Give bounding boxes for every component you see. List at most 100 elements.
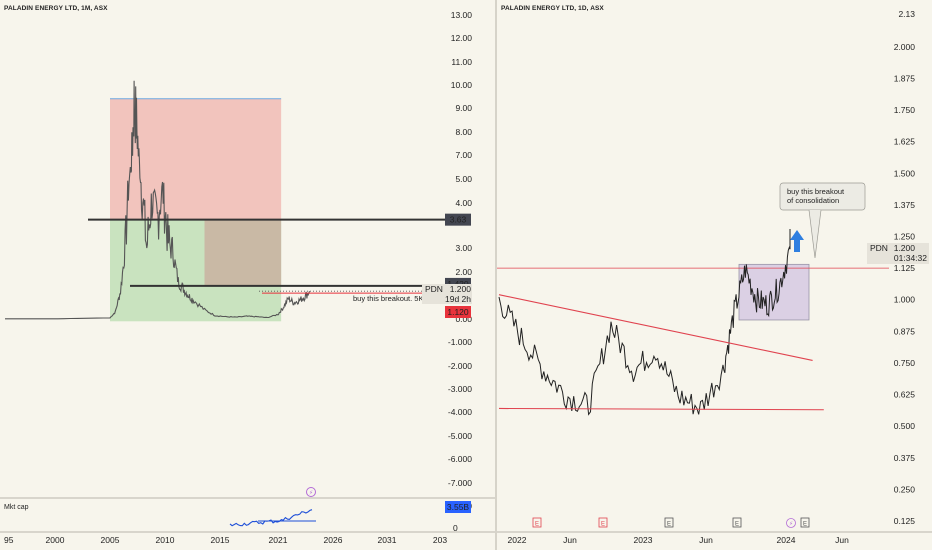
mkt-cap-value-tag (445, 501, 471, 513)
y-tick-label: 5.00 (455, 174, 472, 184)
y-tick-label: 0.750 (894, 358, 916, 368)
y-tick-label: -6.000 (448, 454, 472, 464)
y-tick-label: 8.00 (455, 127, 472, 137)
y-tick-label: 2.13 (898, 9, 915, 19)
y-tick-label: -7.000 (448, 478, 472, 488)
earnings-event-icon[interactable] (532, 517, 542, 528)
last-price-tag (867, 243, 929, 264)
support-trendline[interactable] (498, 407, 824, 411)
earnings-event-icon[interactable] (732, 517, 742, 528)
x-tick-label: 2021 (269, 535, 288, 545)
symbol-tag-text: PDN (425, 284, 443, 294)
y-tick-label: -4.000 (448, 407, 472, 417)
y-tick-label: 13.00 (451, 10, 473, 20)
earnings-event-label: E (535, 522, 539, 528)
y-tick-label: 1.375 (894, 200, 916, 210)
stop-price-tag-text: 1.120 (447, 307, 469, 317)
last-price-tag-text: 1.200 (894, 243, 916, 253)
position-overlap-zone (204, 219, 282, 286)
countdown-tag-text: 19d 2h (445, 294, 471, 304)
daily-chart-title: PALADIN ENERGY LTD, 1D, ASX (501, 5, 604, 12)
descending-trendline[interactable] (498, 294, 813, 361)
resistance-price-tag-text: 3.63 (450, 215, 467, 225)
y-tick-label: -2.000 (448, 361, 472, 371)
mkt-cap-value-text: 3.55B (447, 502, 470, 512)
earnings-event-label: E (803, 522, 807, 528)
breakout-callout[interactable] (779, 182, 866, 211)
x-tick-label: 95 (4, 535, 14, 545)
y-tick-label: 1.750 (894, 105, 916, 115)
x-tick-label: 203 (433, 535, 447, 545)
y-tick-label: 0.875 (894, 326, 916, 336)
stop-loss-zone (110, 98, 282, 220)
callout-pointer (808, 209, 822, 259)
y-tick-label: 0.625 (894, 390, 916, 400)
y-tick-label: 0.250 (894, 484, 916, 494)
earnings-event-icon[interactable] (800, 517, 810, 528)
y-tick-label: 0.125 (894, 516, 916, 526)
y-tick-label: 1.625 (894, 137, 916, 147)
consolidation-box[interactable] (738, 263, 810, 321)
y-tick-label: 12.00 (451, 33, 473, 43)
monthly-chart[interactable]: buy this breakout. 5K more 13.00 12.00 11.0… (0, 0, 495, 550)
x-tick-label: Jun (699, 535, 713, 545)
y-tick-label: -1.000 (448, 337, 472, 347)
x-tick-label: Jun (563, 535, 577, 545)
earnings-event-icon[interactable] (664, 517, 674, 528)
x-tick-label: 2015 (211, 535, 230, 545)
x-tick-label: 2026 (324, 535, 343, 545)
dividend-event-glyph: ⚡ (789, 521, 793, 528)
pane-divider[interactable] (495, 0, 497, 550)
last-price-tag (422, 284, 472, 304)
x-tick-label: 2024 (777, 535, 796, 545)
x-tick-label: 2000 (46, 535, 65, 545)
y-tick-label: 1.875 (894, 73, 916, 83)
y-tick-label: 0.500 (894, 421, 916, 431)
y-tick-label: 1.125 (894, 263, 916, 273)
mkt-cap-zero-label: 0 (453, 523, 458, 533)
earnings-event-icon[interactable] (598, 517, 608, 528)
stop-price-tag (445, 306, 471, 318)
last-price-tag-text: 1.200 (450, 284, 472, 294)
dividend-event-glyph: ⚡ (309, 490, 313, 497)
price-series-monthly (5, 80, 311, 320)
earnings-event-label: E (601, 522, 605, 528)
y-tick-label: -3.000 (448, 384, 472, 394)
breakout-note-text: buy this breakout. 5K more (353, 294, 443, 303)
y-tick-label: 11.00 (451, 57, 472, 67)
x-tick-label: Jun (835, 535, 849, 545)
earnings-event-label: E (667, 522, 671, 528)
price-series-daily (498, 246, 791, 416)
dividend-event-icon[interactable] (786, 518, 796, 528)
y-tick-label: -5.000 (448, 431, 472, 441)
monthly-chart-title: PALADIN ENERGY LTD, 1M, ASX (4, 5, 108, 12)
breakout-price-tag-text: 1.420 (447, 279, 469, 289)
y-tick-label: 7.00 (455, 150, 472, 160)
mkt-cap-series (229, 509, 313, 527)
y-tick-label: 1.250 (894, 232, 916, 242)
y-tick-label: 1.000 (894, 295, 916, 305)
monthly-chart-pane[interactable]: buy this breakout. 5K more 13.00 12.00 11.0… (0, 0, 495, 550)
earnings-event-label: E (735, 522, 739, 528)
y-tick-label: 1.500 (894, 168, 916, 178)
symbol-tag-text: PDN (870, 243, 888, 253)
daily-chart-pane[interactable]: buy this breakout of consolidation 2.13 2.0… (497, 0, 932, 550)
y-tick-label: 0.375 (894, 453, 916, 463)
y-tick-label: 4.00 (455, 198, 472, 208)
countdown-tag-text: 01:34:32 (894, 253, 927, 263)
callout-text-line-1: buy this breakout (787, 187, 845, 196)
x-tick-label: 2010 (156, 535, 175, 545)
callout-text-line-2: of consolidation (787, 196, 839, 205)
y-tick-label: 2.000 (894, 42, 916, 52)
y-tick-label: 9.00 (455, 103, 472, 113)
resistance-price-tag (445, 213, 471, 226)
breakout-arrow-icon (790, 230, 804, 252)
y-tick-label: 0.00 (455, 314, 472, 324)
dividend-event-icon[interactable] (306, 487, 316, 497)
x-tick-label: 2031 (378, 535, 397, 545)
x-tick-label: 2005 (101, 535, 120, 545)
x-tick-label: 2022 (508, 535, 527, 545)
y-tick-label: 10.00 (451, 80, 473, 90)
mkt-cap-label: Mkt cap (4, 504, 29, 511)
